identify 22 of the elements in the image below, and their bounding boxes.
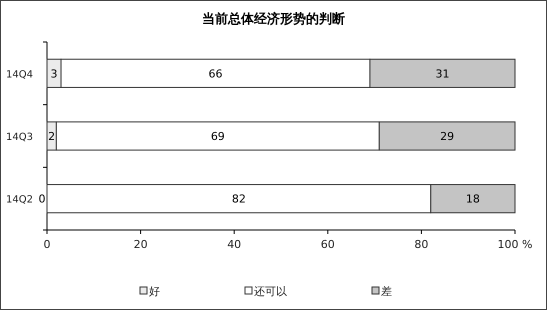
data-label: 29: [440, 130, 454, 143]
y-tick-label: 14Q2: [6, 194, 33, 206]
data-label: 2: [48, 130, 56, 143]
x-tick-label: 80: [414, 238, 428, 251]
x-tick-label: 100 %: [498, 238, 532, 251]
x-tick-label: 20: [134, 238, 148, 251]
legend-label: 好: [149, 285, 160, 298]
data-label: 66: [208, 67, 222, 80]
data-label: 69: [210, 130, 225, 143]
x-tick-label: 0: [44, 238, 50, 251]
chart-title: 当前总体经济形势的判断: [202, 11, 345, 27]
data-label: 3: [50, 67, 58, 80]
legend-label: 还可以: [254, 285, 287, 298]
legend-label: 差: [381, 285, 392, 298]
x-tick-label: 40: [227, 238, 242, 251]
data-label: 82: [232, 192, 246, 206]
data-label: 18: [466, 192, 480, 206]
x-tick-label: 60: [320, 238, 335, 251]
y-tick-label: 14Q3: [6, 132, 33, 143]
y-tick-label: 14Q4: [6, 69, 33, 80]
data-label: 0: [38, 192, 46, 206]
data-label: 31: [435, 67, 450, 80]
